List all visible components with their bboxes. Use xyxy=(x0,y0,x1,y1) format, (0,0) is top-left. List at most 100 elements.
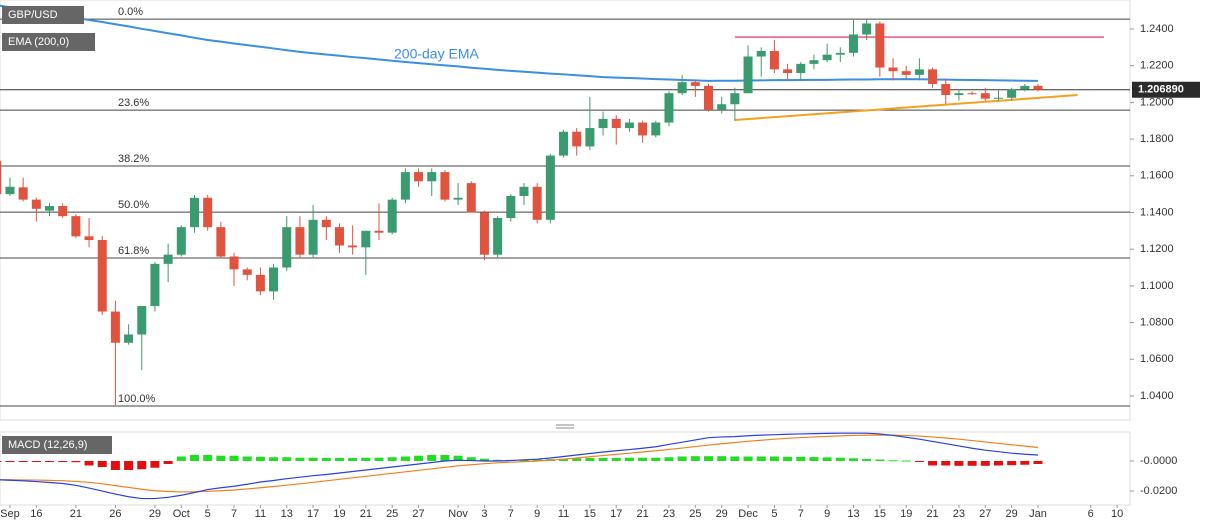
candle-body xyxy=(400,172,410,200)
candle-body xyxy=(611,118,621,129)
candle-body xyxy=(756,51,766,57)
x-tick-label: 13 xyxy=(847,508,859,520)
macd-histogram-bar xyxy=(1020,460,1030,465)
macd-histogram-bar xyxy=(848,458,858,461)
macd-histogram-bar xyxy=(282,457,292,461)
macd-histogram-bar xyxy=(45,460,55,462)
fib-label: 100.0% xyxy=(118,393,156,405)
candle-body xyxy=(374,230,384,233)
macd-histogram-bar xyxy=(677,456,687,461)
x-tick-label: 13 xyxy=(281,508,293,520)
x-tick-label: 17 xyxy=(610,508,622,520)
macd-histogram-bar xyxy=(638,457,648,461)
x-tick-label: 29 xyxy=(1006,508,1018,520)
y-tick-label: 1.1800 xyxy=(1140,133,1174,145)
macd-tag: MACD (12,26,9) xyxy=(2,436,112,454)
y-tick-label: 1.2200 xyxy=(1140,60,1174,72)
x-tick-label: 29 xyxy=(149,508,161,520)
current-price-box xyxy=(1132,81,1200,98)
macd-histogram-bar xyxy=(308,457,318,461)
macd-histogram-bar xyxy=(414,455,424,461)
candle-body xyxy=(901,71,911,75)
macd-histogram-bar xyxy=(374,457,384,461)
macd-histogram-bar xyxy=(58,460,68,462)
y-tick-label: 1.2000 xyxy=(1140,96,1174,108)
macd-histogram-bar xyxy=(1007,460,1017,466)
x-tick-label: Sep xyxy=(0,508,20,520)
x-tick-label: 7 xyxy=(508,508,514,520)
macd-histogram-bar xyxy=(954,460,964,466)
candle-body xyxy=(624,122,634,129)
fib-label: 61.8% xyxy=(118,245,149,257)
ema-tag: EMA (200,0) xyxy=(2,33,95,51)
candle-body xyxy=(150,263,160,307)
y-tick-label: 1.1200 xyxy=(1140,243,1174,255)
x-tick-label: 29 xyxy=(716,508,728,520)
candle-body xyxy=(58,206,68,217)
candle-body xyxy=(5,186,15,195)
macd-histogram-bar xyxy=(203,454,213,461)
y-tick-label: 1.1000 xyxy=(1140,280,1174,292)
x-tick-label: 26 xyxy=(109,508,121,520)
macd-histogram-bar xyxy=(189,454,199,461)
candle-body xyxy=(321,219,331,228)
candle-body xyxy=(822,54,832,61)
ema-line xyxy=(0,4,1039,82)
macd-histogram-bar xyxy=(598,457,608,461)
candle-body xyxy=(993,97,1003,99)
candle-body xyxy=(427,172,437,182)
y-tick-label: 1.2400 xyxy=(1140,23,1174,35)
x-tick-label: Jan xyxy=(1029,508,1047,520)
candle-body xyxy=(506,195,516,218)
candle-body xyxy=(84,236,94,240)
y-tick-label: 1.0600 xyxy=(1140,353,1174,365)
macd-panel xyxy=(0,431,1131,506)
candle-body xyxy=(1033,85,1043,90)
candle-body xyxy=(862,23,872,35)
y-tick-label: 1.1400 xyxy=(1140,206,1174,218)
fib-label: 50.0% xyxy=(118,199,149,211)
x-tick-label: 6 xyxy=(1088,508,1094,520)
macd-histogram-bar xyxy=(5,460,15,462)
x-tick-label: 7 xyxy=(231,508,237,520)
x-tick-label: Nov xyxy=(448,508,468,520)
candle-body xyxy=(110,311,120,343)
macd-histogram-bar xyxy=(651,457,661,461)
ema-annotation: 200-day EMA xyxy=(394,46,479,62)
current-price-label: 1.206890 xyxy=(1138,84,1184,96)
candle-body xyxy=(295,227,305,255)
macd-histogram-bar xyxy=(941,460,951,466)
candle-body xyxy=(704,85,714,110)
candle-body xyxy=(888,67,898,72)
macd-histogram-bar xyxy=(71,460,81,463)
macd-histogram-bar xyxy=(440,454,450,461)
x-tick-label: 23 xyxy=(663,508,675,520)
macd-histogram-bar xyxy=(295,457,305,461)
x-tick-label: 15 xyxy=(584,508,596,520)
candle-body xyxy=(97,240,107,312)
macd-histogram-bar xyxy=(479,458,489,461)
candle-body xyxy=(651,122,661,136)
x-tick-label: 21 xyxy=(926,508,938,520)
candle-body xyxy=(835,52,845,55)
x-tick-label: 19 xyxy=(333,508,345,520)
macd-histogram-bar xyxy=(783,456,793,461)
macd-histogram-bar xyxy=(928,460,938,466)
macd-histogram-bar xyxy=(400,456,410,461)
macd-histogram-bar xyxy=(137,460,147,470)
price-panel xyxy=(0,0,1131,421)
candle-body xyxy=(361,230,371,248)
macd-histogram-bar xyxy=(18,460,28,462)
macd-histogram-bar xyxy=(914,460,924,462)
x-tick-label: 9 xyxy=(534,508,540,520)
x-tick-label: 9 xyxy=(824,508,830,520)
macd-histogram-bar xyxy=(717,456,727,461)
candle-body xyxy=(519,186,529,196)
candle-body xyxy=(269,267,279,292)
macd-histogram-bar xyxy=(176,456,186,461)
candle-body xyxy=(532,186,542,220)
x-tick-label: 21 xyxy=(636,508,648,520)
macd-histogram-bar xyxy=(624,457,634,461)
candle-body xyxy=(914,69,924,75)
